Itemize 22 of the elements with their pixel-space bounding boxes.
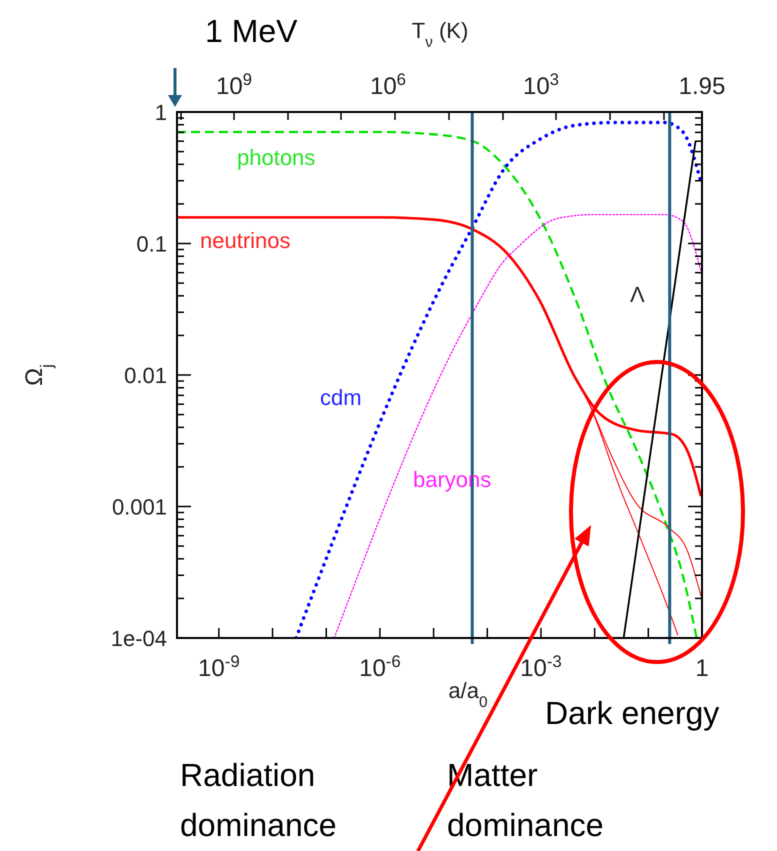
y-tick-label: 1e-04: [110, 626, 167, 651]
y-tick-label: 0.001: [112, 494, 167, 520]
text: Dark energy: [545, 695, 720, 731]
text: 10$^{3}$: [522, 70, 560, 100]
x-axis-title: a/a$_{0}$: [448, 678, 488, 710]
series-label: photons: [237, 145, 316, 170]
x-tick-label: 10$^{-9}$: [198, 652, 240, 682]
text: 1.95: [678, 73, 726, 100]
x-tick-label: 1: [695, 655, 709, 682]
x2-axis-title: T$_{ν}$ (K): [412, 18, 468, 50]
series-label: cdm: [320, 385, 362, 410]
text: 10$^{9}$: [216, 70, 252, 100]
legend-label: Λ: [630, 282, 645, 307]
y-tick-label: 0.1: [136, 232, 167, 256]
y-tick-label: 1: [154, 100, 167, 125]
text: Radiation dominance: [180, 757, 337, 843]
y-tick-label: 0.01: [124, 363, 167, 388]
x-tick-label: 10$^{-3}$: [520, 652, 562, 682]
text: 10$^{6}$: [370, 70, 406, 100]
text: 1 MeV: [205, 13, 298, 49]
x-tick-label: 10$^{-6}$: [359, 652, 401, 682]
series-label: neutrinos: [200, 228, 291, 253]
